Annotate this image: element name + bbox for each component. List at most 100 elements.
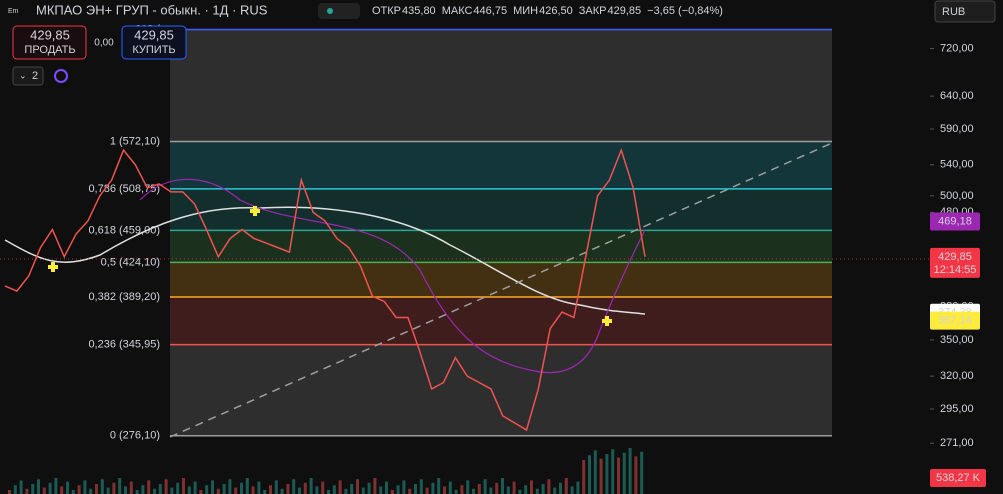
- volume-bar: [187, 486, 191, 494]
- layers-toggle[interactable]: [12, 66, 44, 86]
- volume-bar: [66, 481, 69, 494]
- volume-bar: [8, 490, 11, 494]
- volume-bar: [25, 488, 29, 494]
- quote-label: ОТКР: [372, 5, 401, 17]
- volume-bar: [77, 485, 81, 494]
- volume-bar: [588, 455, 591, 494]
- volume-bar: [390, 490, 394, 494]
- fib-zone: [170, 141, 832, 189]
- volume-bar: [518, 490, 522, 494]
- fib-label: 0 (276,10): [110, 430, 160, 442]
- currency: RUB: [942, 6, 965, 18]
- price-badge-label: 367,14: [938, 315, 972, 327]
- volume-bar: [535, 488, 539, 494]
- volume-bar: [263, 490, 267, 494]
- volume-bar: [298, 487, 301, 494]
- y-tick-label: 350,00: [940, 334, 974, 346]
- volume-bar: [37, 479, 40, 494]
- sell-label: ПРОДАТЬ: [24, 44, 75, 56]
- volume-bar: [634, 456, 638, 494]
- volume-bar: [89, 488, 93, 494]
- volume-bar: [257, 481, 261, 494]
- volume-bar: [402, 480, 406, 494]
- moving-average-white: [4, 206, 646, 315]
- price-badge-label: 469,18: [938, 215, 972, 227]
- volume-bar: [431, 482, 435, 494]
- volume-bar: [454, 490, 458, 494]
- quote-label: МАКС: [442, 5, 473, 17]
- volume-bar: [147, 480, 151, 494]
- volume-bar: [419, 479, 423, 494]
- volume-bar: [547, 479, 551, 494]
- volume-bar: [83, 480, 87, 494]
- markers: [48, 206, 612, 326]
- cross: [48, 262, 58, 272]
- sync-icon[interactable]: [54, 69, 68, 83]
- buy-price: 429,85: [134, 27, 174, 42]
- currency-button[interactable]: [934, 0, 996, 23]
- volume-bar: [611, 449, 615, 494]
- layers-count: 2: [32, 70, 38, 82]
- volume-bar: [605, 454, 609, 494]
- volume-bar: [234, 487, 238, 494]
- volume-bar: [303, 482, 307, 494]
- y-tick-label: 640,00: [940, 90, 974, 102]
- volume-bar: [472, 488, 475, 494]
- volume-bar: [251, 486, 255, 494]
- volume-bar: [309, 478, 313, 494]
- fib-label: 0,236 (345,95): [88, 339, 160, 351]
- volume-bar: [19, 480, 23, 494]
- volume-badge-bg: [930, 469, 986, 487]
- indicator-toggle[interactable]: [318, 3, 360, 19]
- volume-bar: [13, 485, 17, 494]
- volume-bar: [448, 481, 452, 494]
- volume-bar: [193, 481, 197, 494]
- volume-bar: [385, 481, 388, 494]
- volume-bar: [129, 481, 133, 494]
- volume-bar: [512, 481, 516, 494]
- volume-bar: [280, 488, 284, 494]
- price-badge: [930, 311, 980, 330]
- volume-bar: [344, 488, 348, 494]
- volume-bar: [54, 478, 58, 494]
- volume-bar: [164, 479, 168, 494]
- logo: Em: [8, 8, 19, 15]
- volume-bar: [570, 486, 574, 494]
- volume-bar: [332, 485, 336, 494]
- volume-bar: [582, 460, 586, 494]
- volume-bar: [373, 478, 377, 494]
- volume-bar: [338, 480, 342, 494]
- volume-bar: [506, 486, 510, 494]
- cross: [250, 206, 260, 216]
- buy-button[interactable]: [121, 25, 187, 60]
- sell-button[interactable]: [12, 25, 87, 60]
- price-axis: [930, 0, 1003, 494]
- volume-bar: [158, 484, 162, 494]
- quote-value: 446,75: [473, 5, 507, 17]
- volume-badge: 538,27 K: [936, 472, 981, 484]
- volume-bar: [42, 487, 46, 494]
- volume-bar: [356, 479, 359, 494]
- sell-price: 429,85: [30, 27, 70, 42]
- volume-bar: [228, 479, 232, 494]
- moving-average-purple: [139, 178, 646, 374]
- buy-label: КУПИТЬ: [132, 44, 175, 56]
- volume-bar: [541, 484, 545, 494]
- volume-bar: [106, 487, 110, 494]
- volume-bar: [495, 482, 499, 494]
- volume-bar: [321, 481, 325, 494]
- price-line: [4, 147, 646, 432]
- y-tick-label: 320,00: [940, 370, 974, 382]
- volume-bar: [153, 488, 156, 494]
- volume-bar: [489, 487, 493, 494]
- header-bar: [0, 0, 930, 22]
- volume-bar: [112, 482, 116, 494]
- volume-bar: [437, 478, 441, 494]
- price-badge: [930, 212, 980, 231]
- volume-bar: [622, 452, 626, 494]
- volume-bar: [576, 481, 580, 494]
- volume-bar: [245, 478, 249, 494]
- volume-bar: [628, 448, 632, 494]
- volume-bar: [135, 490, 139, 494]
- volume-bar: [530, 480, 533, 494]
